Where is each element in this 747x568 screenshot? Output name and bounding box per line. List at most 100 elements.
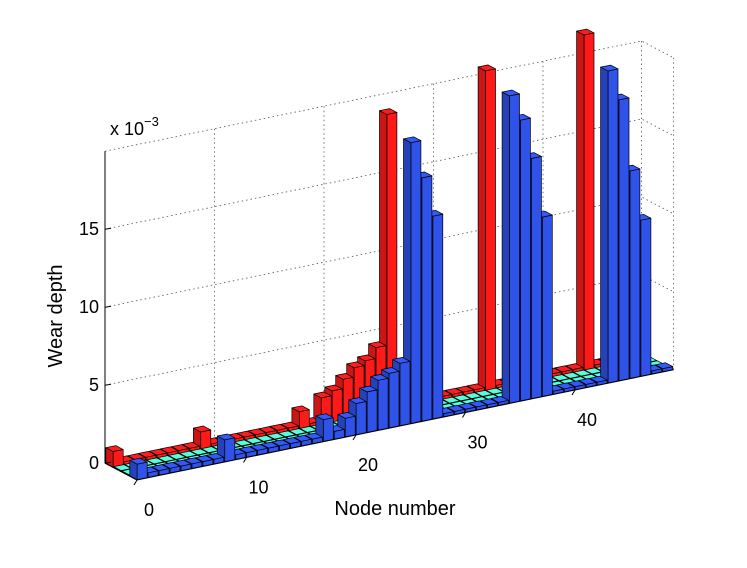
bar-front-face	[366, 389, 378, 433]
bar-top-face	[466, 383, 485, 391]
bar-top-face	[313, 391, 332, 399]
x-tick-label: 0	[144, 500, 154, 520]
z-gridline	[104, 196, 674, 308]
bar-side-face	[477, 66, 486, 391]
exponent-label: x 10−3	[110, 114, 159, 139]
bar-front-face	[136, 461, 148, 481]
bar-top-face	[162, 462, 181, 469]
x-tick-label: 30	[467, 433, 487, 453]
bar-top-face	[337, 411, 356, 419]
bar-top-face	[127, 453, 146, 460]
bar-top-face	[179, 450, 198, 458]
bar-top-face	[477, 64, 496, 72]
bar-top-face	[589, 375, 608, 383]
bar-node-0-row-0	[129, 457, 148, 481]
bar-front-face	[377, 377, 389, 431]
bar-top-face	[357, 354, 376, 362]
bar-top-face	[565, 363, 584, 370]
bar-top-face	[247, 428, 266, 436]
bar-front-face	[629, 168, 641, 379]
bar-top-face	[485, 387, 504, 395]
x-tick	[462, 412, 466, 418]
bar-front-face	[618, 97, 630, 382]
bar-node-43-row-0	[600, 64, 619, 384]
bar-front-face	[224, 437, 236, 463]
bar-top-face	[233, 439, 252, 447]
bar-front-face	[530, 156, 542, 400]
bar-top-face	[271, 439, 290, 447]
bar-top-face	[554, 365, 573, 373]
bar-front-face	[640, 217, 652, 377]
bar-top-face	[576, 28, 595, 36]
bar-node-19-row-0	[337, 411, 356, 438]
bar-top-face	[304, 432, 323, 440]
bar-top-face	[249, 444, 268, 451]
bar-top-face	[151, 464, 170, 471]
bar-top-face	[381, 367, 400, 374]
bar-top-face	[160, 446, 179, 454]
bar-top-face	[291, 405, 310, 413]
bar-front-face	[421, 175, 433, 422]
bar-top-face	[184, 457, 203, 465]
bar-top-face	[280, 421, 299, 429]
bar-top-face	[157, 455, 176, 462]
bar-top-face	[293, 435, 312, 442]
axes: 0 5 10 15 0 10 20 30 40	[79, 151, 674, 520]
bar-top-face	[206, 453, 225, 460]
x-tick	[243, 457, 247, 463]
bar-top-face	[403, 136, 422, 144]
bar-top-face	[379, 108, 398, 115]
bar-top-face	[299, 426, 318, 433]
z-tick-label: 15	[79, 219, 99, 239]
bar-top-face	[168, 453, 187, 460]
z-axis-label: Wear depth	[45, 264, 67, 367]
bar-top-face	[315, 413, 334, 421]
bar-top-face	[146, 457, 165, 465]
z-tick	[104, 461, 112, 464]
exponent-base: x 10	[110, 119, 144, 139]
bar-top-face	[441, 396, 461, 404]
bar-top-face	[556, 382, 575, 390]
bar-top-face	[444, 387, 463, 395]
z-tick	[104, 227, 112, 230]
bar-side-face	[576, 30, 585, 371]
labels: Wear depth Node number x 10−3	[45, 114, 456, 520]
bar-node-17-row-0	[315, 413, 334, 442]
x-axis-line	[136, 369, 674, 481]
bar-top-face	[288, 428, 307, 435]
bar-top-face	[346, 361, 365, 369]
bar-front-face	[410, 140, 422, 424]
bar-side-face	[600, 66, 609, 384]
bar-top-face	[452, 394, 471, 402]
bar-top-face	[490, 396, 509, 403]
bar-front-face	[485, 68, 496, 391]
bar-top-face	[277, 430, 296, 438]
bar-top-face	[171, 444, 190, 451]
bar-top-face	[282, 437, 301, 444]
z-gridline	[104, 118, 674, 230]
bar-front-face	[200, 429, 212, 450]
bars	[105, 28, 674, 481]
z-gridline	[104, 274, 674, 386]
bar-front-face	[607, 68, 619, 384]
bar-top-face	[324, 384, 343, 392]
bar-top-face	[195, 455, 214, 462]
bar-top-face	[562, 372, 581, 379]
bar-top-face	[359, 385, 378, 393]
bar-front-face	[298, 409, 310, 430]
bar-top-face	[217, 433, 236, 441]
x-tick-label: 40	[577, 410, 597, 430]
bar-front-face	[344, 415, 356, 438]
bar-top-face	[370, 374, 389, 381]
bar-top-face	[236, 430, 255, 438]
bar-front-face	[432, 213, 444, 420]
z-tick-label: 10	[79, 297, 99, 317]
bar-side-face	[501, 91, 510, 404]
bar-top-face	[182, 441, 201, 449]
exponent-power: −3	[144, 114, 159, 129]
bar-node-43-row-3	[576, 28, 595, 371]
bar-top-face	[335, 373, 354, 380]
bar-front-face	[112, 449, 124, 468]
bar-top-face	[573, 369, 592, 377]
